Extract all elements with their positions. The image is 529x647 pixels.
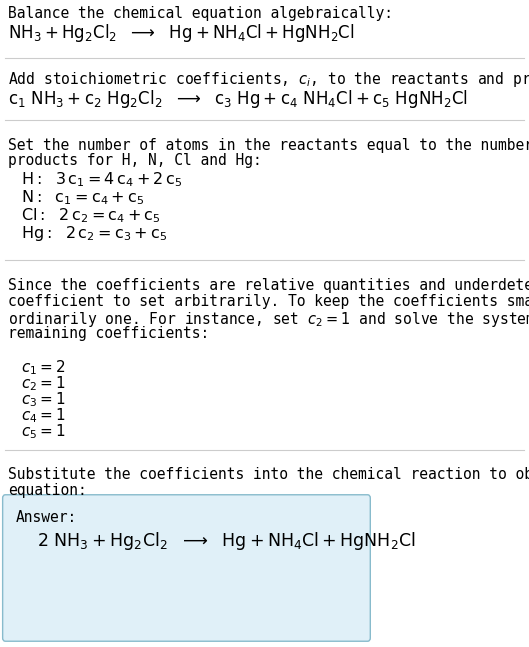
Text: $c_3 = 1$: $c_3 = 1$ (21, 390, 66, 409)
Text: coefficient to set arbitrarily. To keep the coefficients small, the arbitrary va: coefficient to set arbitrarily. To keep … (8, 294, 529, 309)
Text: $\mathrm{c_1\ NH_3 + c_2\ Hg_2Cl_2 \ \ \longrightarrow \ \ c_3\ Hg + c_4\ NH_4Cl: $\mathrm{c_1\ NH_3 + c_2\ Hg_2Cl_2 \ \ \… (8, 88, 468, 110)
Text: $\mathrm{Hg{:}\ \ 2\,c_2 = c_3 + c_5}$: $\mathrm{Hg{:}\ \ 2\,c_2 = c_3 + c_5}$ (21, 224, 168, 243)
Text: products for H, N, Cl and Hg:: products for H, N, Cl and Hg: (8, 153, 262, 168)
Text: Balance the chemical equation algebraically:: Balance the chemical equation algebraica… (8, 6, 393, 21)
Text: $c_4 = 1$: $c_4 = 1$ (21, 406, 66, 424)
Text: remaining coefficients:: remaining coefficients: (8, 326, 209, 341)
Text: Substitute the coefficients into the chemical reaction to obtain the balanced: Substitute the coefficients into the che… (8, 467, 529, 482)
Text: Add stoichiometric coefficients, $c_i$, to the reactants and products:: Add stoichiometric coefficients, $c_i$, … (8, 70, 529, 89)
Text: $\mathrm{2\ NH_3 + Hg_2Cl_2 \ \ \longrightarrow \ \ Hg + NH_4Cl + HgNH_2Cl}$: $\mathrm{2\ NH_3 + Hg_2Cl_2 \ \ \longrig… (37, 530, 416, 552)
Text: ordinarily one. For instance, set $c_2 = 1$ and solve the system of equations fo: ordinarily one. For instance, set $c_2 =… (8, 310, 529, 329)
Text: $c_2 = 1$: $c_2 = 1$ (21, 374, 66, 393)
Text: $c_5 = 1$: $c_5 = 1$ (21, 422, 66, 441)
Text: $\mathrm{NH_3 + Hg_2Cl_2 \ \ \longrightarrow \ \ Hg + NH_4Cl + HgNH_2Cl}$: $\mathrm{NH_3 + Hg_2Cl_2 \ \ \longrighta… (8, 22, 354, 44)
Text: Since the coefficients are relative quantities and underdetermined, choose a: Since the coefficients are relative quan… (8, 278, 529, 293)
Text: $c_1 = 2$: $c_1 = 2$ (21, 358, 66, 377)
FancyBboxPatch shape (3, 495, 370, 641)
Text: Answer:: Answer: (16, 510, 77, 525)
Text: Set the number of atoms in the reactants equal to the number of atoms in the: Set the number of atoms in the reactants… (8, 138, 529, 153)
Text: $\mathrm{Cl{:}\ \ 2\,c_2 = c_4 + c_5}$: $\mathrm{Cl{:}\ \ 2\,c_2 = c_4 + c_5}$ (21, 206, 161, 225)
Text: $\mathrm{ H{:}\ \ 3\,c_1 = 4\,c_4 + 2\,c_5}$: $\mathrm{ H{:}\ \ 3\,c_1 = 4\,c_4 + 2\,c… (21, 170, 183, 189)
Text: equation:: equation: (8, 483, 87, 498)
Text: $\mathrm{ N{:}\ \ c_1 = c_4 + c_5}$: $\mathrm{ N{:}\ \ c_1 = c_4 + c_5}$ (21, 188, 144, 206)
